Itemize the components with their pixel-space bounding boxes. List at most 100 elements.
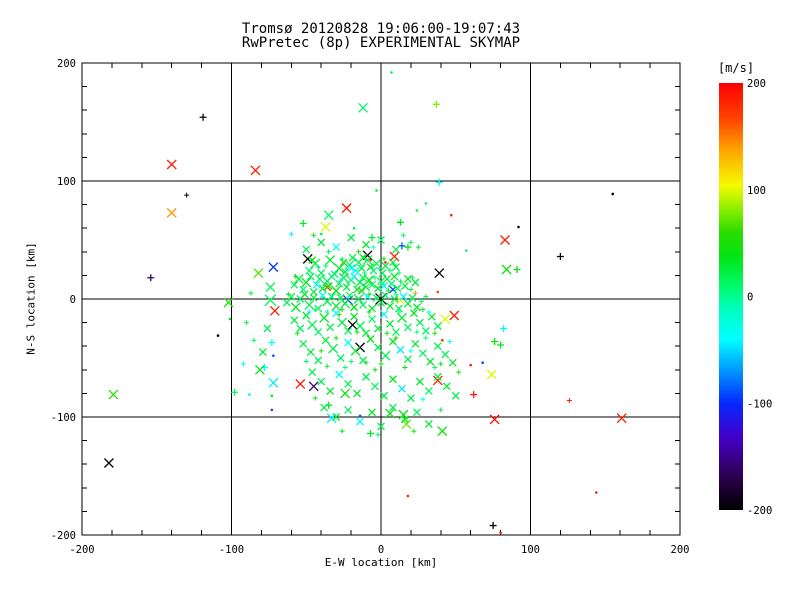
data-point [295, 379, 306, 389]
data-point [359, 253, 368, 262]
data-point [389, 403, 397, 412]
data-point [352, 226, 356, 230]
data-point [270, 394, 274, 398]
x-tick-label: -200 [69, 544, 94, 556]
data-point [486, 369, 497, 380]
data-point [290, 316, 299, 325]
data-point [312, 307, 318, 313]
data-point [353, 389, 362, 398]
data-point [351, 266, 360, 275]
data-point [403, 299, 412, 308]
data-point [409, 275, 415, 281]
data-point [440, 314, 451, 325]
data-point [301, 277, 312, 288]
data-point [368, 315, 376, 324]
data-point [290, 280, 299, 289]
data-point [344, 380, 353, 388]
data-point [325, 255, 336, 266]
data-point [501, 264, 512, 275]
data-point [358, 414, 362, 418]
data-point [309, 287, 318, 296]
data-point [184, 192, 190, 198]
data-point [432, 330, 438, 336]
data-point [389, 251, 400, 262]
y-tick-label: 100 [57, 176, 76, 188]
data-point [402, 364, 408, 370]
data-point [317, 238, 326, 247]
data-point [345, 291, 354, 300]
data-point [332, 243, 341, 252]
data-point [293, 274, 299, 280]
data-point [432, 375, 443, 386]
data-point [449, 310, 460, 321]
data-point [362, 283, 371, 292]
data-point [500, 235, 511, 245]
colorbar-tick-label: 100 [747, 185, 766, 197]
title-line-1: Tromsø 20120828 19:06:00-19:07:43 [241, 21, 521, 37]
data-point [435, 178, 443, 186]
data-point [418, 349, 427, 358]
data-point [288, 231, 294, 237]
colorbar-tick-label: -200 [747, 505, 772, 517]
data-point [447, 338, 453, 344]
data-point [306, 348, 315, 357]
data-point [342, 283, 351, 292]
data-point [253, 268, 264, 278]
colorbar: 200 100 0 -100 -200 [719, 78, 772, 517]
data-point [391, 263, 400, 272]
data-point [331, 285, 342, 296]
data-point [356, 417, 365, 426]
data-point [340, 298, 351, 309]
data-point [340, 388, 351, 399]
data-point [374, 284, 382, 293]
data-point [396, 309, 402, 315]
data-point [366, 291, 372, 297]
data-point [338, 277, 344, 283]
data-point [433, 342, 442, 351]
data-point [328, 343, 339, 354]
data-point [366, 335, 375, 344]
data-point [362, 240, 371, 249]
data-point [396, 312, 407, 323]
data-point [399, 292, 408, 301]
data-point [332, 413, 341, 421]
data-point [432, 364, 438, 370]
data-point [386, 319, 394, 328]
data-point [566, 397, 572, 403]
data-point [319, 232, 323, 236]
data-point [243, 320, 249, 326]
data-point [451, 391, 460, 400]
data-point [355, 277, 366, 288]
plot-border [81, 62, 681, 536]
data-point [374, 324, 382, 333]
data-point [199, 113, 207, 121]
plot-title: Tromsø 20120828 19:06:00-19:07:43 RwPret… [181, 22, 581, 50]
data-point [359, 273, 368, 282]
data-point [314, 304, 323, 313]
data-point [377, 277, 385, 286]
data-point [400, 282, 409, 290]
data-point [326, 387, 335, 395]
data-point [412, 408, 421, 417]
data-point [363, 360, 369, 366]
data-point [393, 291, 399, 297]
data-point [319, 312, 330, 323]
data-point [412, 303, 421, 312]
data-point [334, 263, 345, 274]
data-point [403, 323, 412, 332]
data-point [393, 335, 399, 341]
data-point [389, 375, 397, 384]
data-point [250, 165, 261, 176]
data-point [372, 367, 378, 373]
data-point [230, 388, 238, 396]
data-point [384, 330, 390, 336]
data-point [362, 329, 371, 338]
data-point [380, 282, 388, 290]
data-point [308, 381, 319, 392]
data-point [415, 377, 424, 386]
data-point [364, 275, 374, 286]
data-point [350, 345, 361, 356]
data-point [326, 323, 335, 332]
data-point [348, 359, 354, 365]
